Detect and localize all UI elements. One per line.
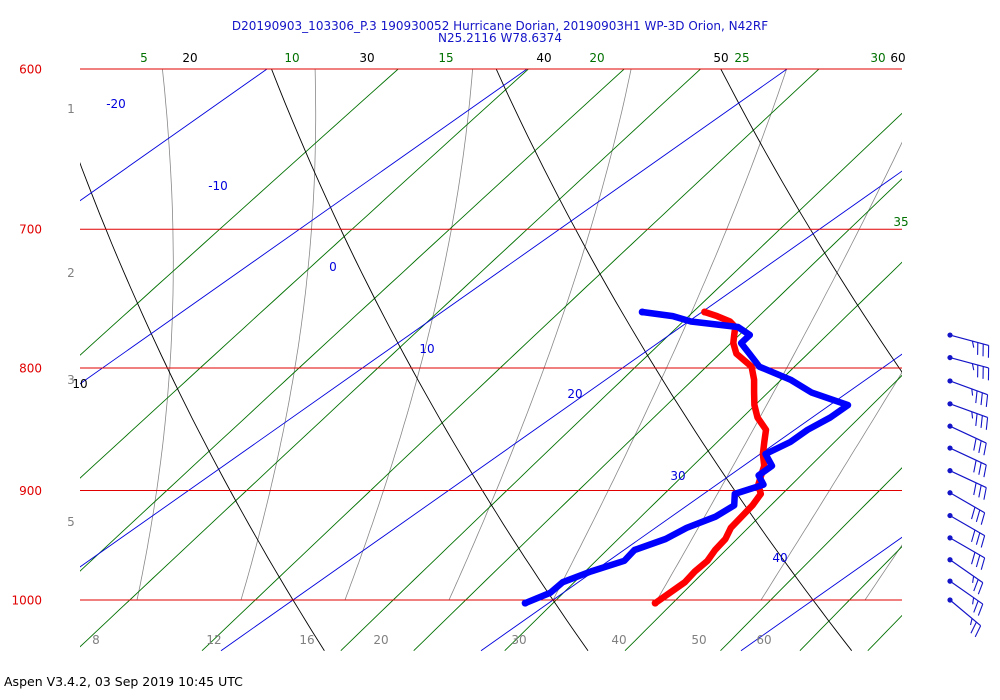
moist-adiabat-line — [552, 69, 788, 601]
pressure-label: 900 — [19, 484, 42, 498]
isotherm-label: 20 — [567, 387, 582, 401]
mixing-ratio-line — [799, 545, 902, 652]
dry-adiabat-label: 20 — [182, 51, 197, 65]
bottom-label: 20 — [373, 633, 388, 647]
wind-barb — [947, 557, 984, 595]
moist-adiabat-line — [656, 141, 902, 601]
bottom-label: 60 — [756, 633, 771, 647]
mixing-ratio-label: 25 — [734, 51, 749, 65]
moist-adiabat-line — [136, 69, 174, 601]
moist-adiabat-line — [6, 0, 46, 600]
moist-adiabat-line — [240, 69, 317, 601]
mixing-ratio-line — [720, 467, 902, 652]
dry-adiabat-label: 10 — [72, 377, 87, 391]
mixing-ratio-line — [80, 69, 530, 479]
grid-lines — [0, 0, 1000, 652]
bottom-label: 40 — [611, 633, 626, 647]
pressure-label: 700 — [19, 223, 42, 237]
chart-title: D20190903_103306_P.3 190930052 Hurricane… — [0, 20, 1000, 44]
mixing-ratio-line — [80, 69, 399, 356]
wind-barb — [947, 354, 990, 381]
wind-barb — [947, 578, 984, 616]
dry-adiabat-line — [906, 0, 1000, 651]
bottom-label: 12 — [206, 633, 221, 647]
height-label: 2 — [67, 266, 75, 280]
mixing-ratio-line — [867, 614, 902, 652]
mixing-ratio-label: 20 — [589, 51, 604, 65]
wind-barb — [947, 401, 989, 430]
mixing-ratio-line — [340, 112, 902, 652]
title-line-2: N25.2116 W78.6374 — [438, 31, 562, 45]
isotherm-label: 40 — [772, 551, 787, 565]
title-line-1: D20190903_103306_P.3 190930052 Hurricane… — [231, 19, 769, 33]
mixing-ratio-label: 35 — [893, 215, 908, 229]
dewpoint-profile-line — [523, 308, 852, 607]
isotherm-line — [0, 0, 109, 651]
mixing-ratio-line — [504, 261, 902, 652]
mixing-ratio-label: 10 — [284, 51, 299, 65]
wind-barb — [947, 423, 987, 456]
height-label: 5 — [67, 515, 75, 529]
moist-adiabat-line — [448, 69, 632, 601]
data-series — [521, 308, 852, 607]
isotherm-label: 30 — [670, 469, 685, 483]
wind-barb — [947, 535, 986, 570]
wind-barb — [947, 332, 990, 358]
wind-barbs — [947, 332, 990, 638]
temperature-point — [651, 599, 659, 607]
dewpoint-point — [638, 308, 646, 316]
moist-adiabat-line — [760, 371, 902, 601]
mixing-ratio-line — [201, 69, 820, 652]
dry-adiabat-label: 60 — [890, 51, 905, 65]
dry-adiabat-label: 50 — [713, 51, 728, 65]
mixing-ratio-label: 5 — [140, 51, 148, 65]
height-label: 3 — [67, 373, 75, 387]
mixing-ratio-line — [413, 178, 902, 652]
isotherm-line — [80, 69, 268, 202]
footer-text: Aspen V3.4.2, 03 Sep 2019 10:45 UTC — [4, 674, 243, 689]
bottom-label: 8 — [92, 633, 100, 647]
bottom-label: 16 — [299, 633, 314, 647]
dry-adiabat-line — [720, 69, 902, 373]
isotherm-line — [80, 69, 528, 385]
wind-barb — [947, 512, 986, 548]
pressure-label: 600 — [19, 63, 42, 77]
height-label: 1 — [67, 102, 75, 116]
isotherm-line — [740, 536, 902, 652]
dry-adiabat-line — [80, 161, 325, 651]
dry-adiabat-line — [495, 69, 853, 651]
mixing-ratio-line — [624, 374, 902, 652]
mixing-ratio-label: 30 — [870, 51, 885, 65]
isotherm-label: 0 — [329, 260, 337, 274]
wind-barb — [947, 378, 989, 407]
isotherm-label: -20 — [106, 97, 126, 111]
isotherm-line — [480, 353, 902, 652]
temperature-point — [701, 308, 709, 316]
mixing-ratio-label: 15 — [438, 51, 453, 65]
wind-barb — [947, 597, 982, 638]
dry-adiabat-line — [271, 69, 589, 651]
dry-adiabat-label: 40 — [536, 51, 551, 65]
wind-barb — [947, 490, 986, 525]
isotherm-label: 10 — [419, 342, 434, 356]
isotherm-line — [220, 170, 902, 652]
wind-barb — [947, 445, 987, 478]
isotherm-label: -10 — [208, 179, 228, 193]
moist-adiabat-line — [344, 69, 474, 601]
mixing-ratio-line — [80, 69, 625, 572]
bottom-label: 30 — [511, 633, 526, 647]
wind-barb — [947, 468, 987, 500]
isotherm-line — [80, 69, 788, 568]
mixing-ratio-line — [80, 69, 702, 648]
pressure-label: 1000 — [11, 594, 42, 608]
bottom-label: 50 — [691, 633, 706, 647]
dewpoint-point — [521, 599, 529, 607]
dry-adiabat-line — [0, 0, 61, 651]
dry-adiabat-label: 30 — [359, 51, 374, 65]
pressure-label: 800 — [19, 362, 42, 376]
